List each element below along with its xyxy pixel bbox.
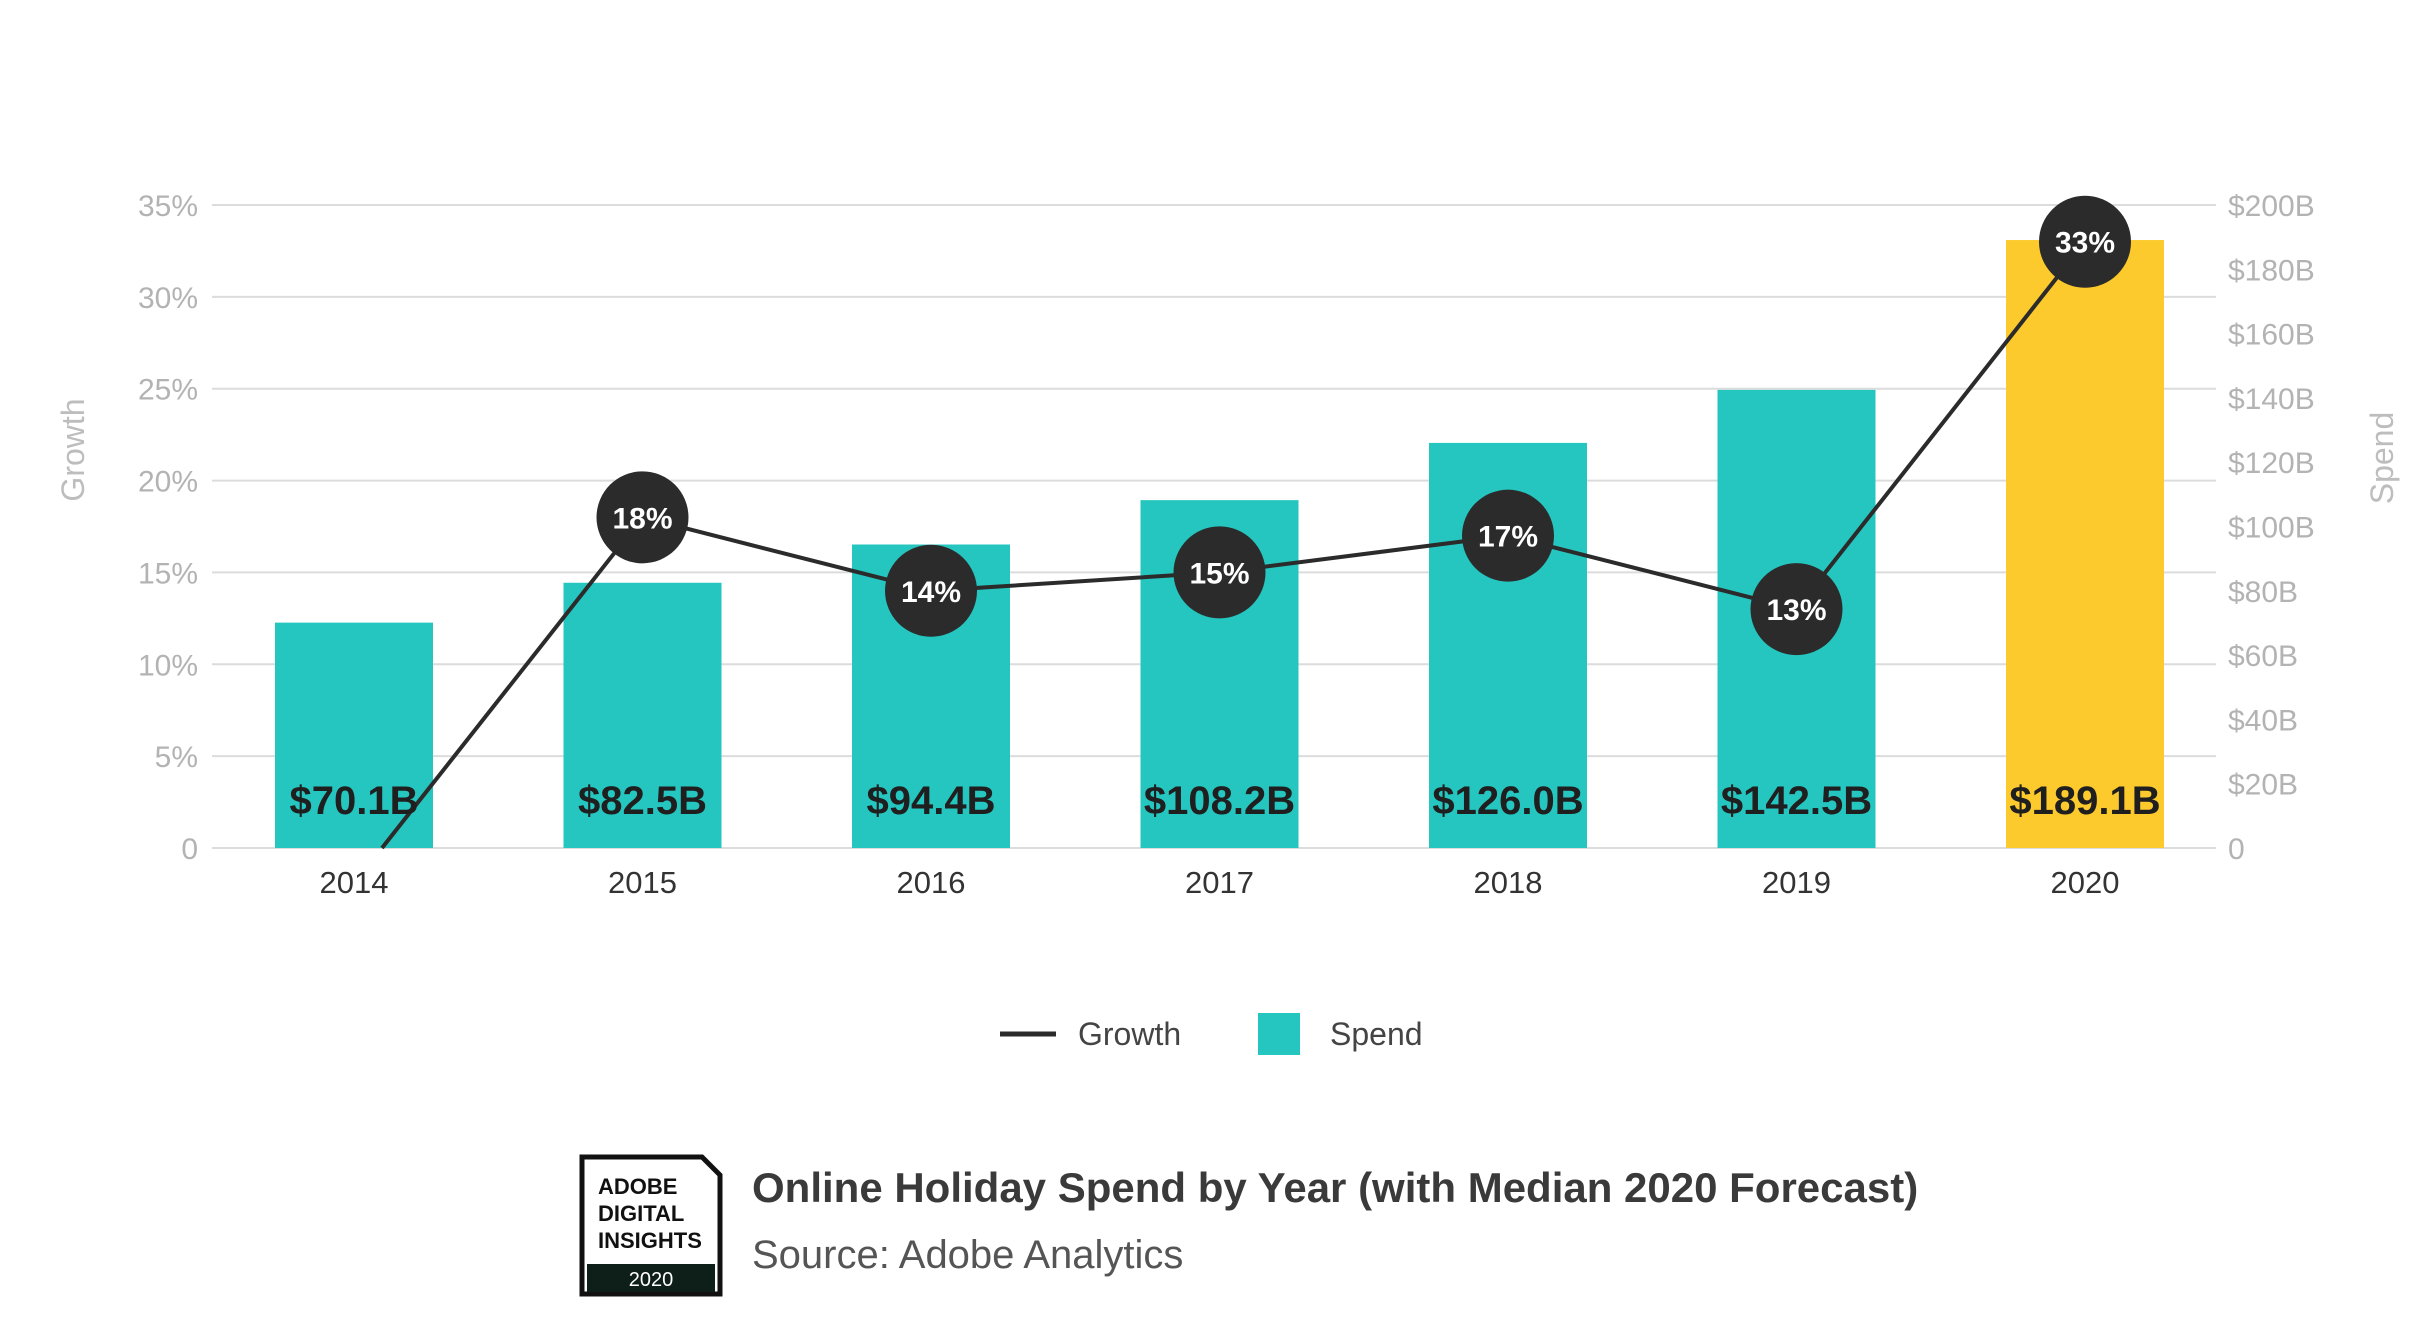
year-tick-label: 2017 [1185, 865, 1254, 900]
growth-point [2039, 195, 2131, 288]
year-tick-label: 2019 [1762, 865, 1831, 900]
growth-line-layer: 18% 14% 15% 17% 13% 33% [380, 195, 2131, 850]
legend-growth-label: Growth [1078, 1016, 1181, 1052]
spend-bar [563, 582, 722, 848]
spend-value-label: $70.1B [290, 779, 419, 823]
spend-value-label: $94.4B [867, 779, 996, 823]
growth-value-label: 13% [1766, 594, 1826, 627]
growth-value-label: 18% [612, 502, 672, 535]
chart-source: Source: Adobe Analytics [752, 1233, 1183, 1277]
left-axis-title: Growth [55, 398, 91, 501]
growth-point [1173, 526, 1266, 619]
spend-value-label: $189.1B [2009, 779, 2160, 823]
year-tick-label: 2015 [608, 865, 677, 900]
left-tick-label: 25% [138, 374, 198, 407]
badge-outline [579, 1154, 723, 1297]
right-tick-label: 0 [2228, 833, 2245, 866]
growth-value-label: 14% [901, 576, 961, 609]
right-tick-label: $80B [2228, 576, 2298, 609]
left-tick-label: 15% [138, 557, 198, 590]
legend-spend-swatch [1258, 1013, 1300, 1055]
spend-value-label: $108.2B [1144, 779, 1295, 823]
adobe-digital-insights-badge: ADOBE DIGITAL INSIGHTS 2020 [579, 1154, 723, 1297]
spend-value-label: $126.0B [1432, 779, 1583, 823]
growth-point [885, 544, 977, 637]
right-tick-label: $140B [2228, 383, 2315, 416]
badge-year: 2020 [629, 1269, 674, 1291]
right-tick-label: $200B [2228, 190, 2315, 223]
spend-value-label: $142.5B [1721, 779, 1872, 823]
chart-title: Online Holiday Spend by Year (with Media… [752, 1164, 1918, 1211]
year-tick-label: 2014 [320, 865, 389, 900]
labels-layer: $70.1B 2014 $82.5B 2015 $94.4B 2016 $108.2B 201… [290, 779, 2161, 900]
spend-bar [275, 622, 433, 848]
right-tick-label: $120B [2228, 447, 2315, 480]
right-tick-label: $100B [2228, 512, 2315, 545]
right-tick-label: $20B [2228, 769, 2298, 802]
right-tick-label: $180B [2228, 254, 2315, 287]
right-tick-label: $160B [2228, 319, 2315, 352]
year-tick-label: 2016 [897, 865, 966, 900]
right-tick-label: $60B [2228, 640, 2298, 673]
right-axis-title: Spend [2364, 412, 2400, 505]
year-tick-label: 2018 [1474, 865, 1543, 900]
left-tick-label: 30% [138, 282, 198, 315]
badge-line-1: ADOBE [598, 1174, 677, 1199]
growth-value-label: 17% [1478, 521, 1538, 554]
legend: Growth Spend [1000, 1013, 1423, 1055]
legend-spend-label: Spend [1330, 1016, 1423, 1052]
badge-year-strip [587, 1264, 715, 1292]
growth-point [596, 471, 689, 564]
spend-value-label: $82.5B [578, 779, 707, 823]
growth-point [1462, 489, 1554, 582]
growth-point [1750, 563, 1843, 656]
spend-bar [2006, 240, 2164, 848]
badge-line-3: INSIGHTS [598, 1228, 702, 1253]
left-tick-label: 10% [138, 649, 198, 682]
growth-value-label: 33% [2055, 227, 2115, 260]
year-tick-label: 2020 [2051, 865, 2120, 900]
left-tick-label: 20% [138, 466, 198, 499]
right-tick-label: $40B [2228, 704, 2298, 737]
badge-line-2: DIGITAL [598, 1201, 684, 1226]
growth-value-label: 15% [1189, 557, 1249, 590]
left-tick-label: 0 [181, 833, 198, 866]
left-tick-label: 35% [138, 190, 198, 223]
left-tick-label: 5% [155, 741, 198, 774]
